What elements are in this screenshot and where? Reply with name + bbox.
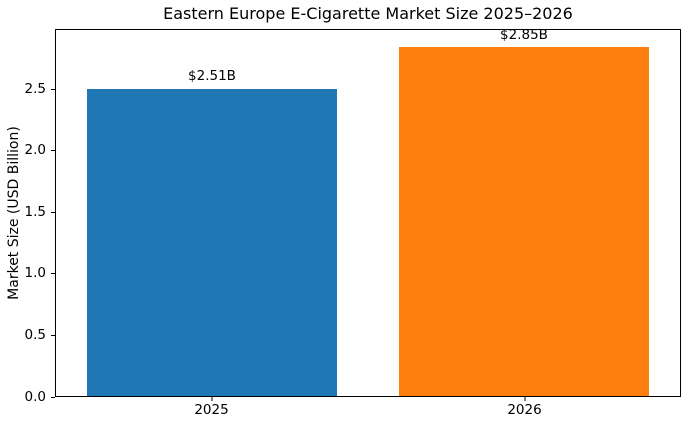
- x-axis: 2025 2026: [55, 397, 681, 427]
- y-tick-label: 2.5: [24, 80, 46, 97]
- x-tick-mark: [211, 397, 212, 401]
- y-tick-label: 1.0: [24, 265, 46, 282]
- bar-2026: [399, 47, 649, 396]
- y-tick-label: 0.5: [24, 326, 46, 343]
- y-tick-label: 2.0: [24, 142, 46, 159]
- y-tick-mark: [51, 273, 55, 275]
- y-tick-mark: [51, 211, 55, 213]
- plot-area: $2.51B $2.85B: [55, 26, 681, 397]
- y-tick-mark: [51, 150, 55, 152]
- y-tick-label: 1.5: [24, 203, 46, 220]
- y-tick-label: 0.0: [24, 388, 46, 405]
- y-axis: 0.0 0.5 1.0 1.5 2.0 2.5: [0, 29, 55, 403]
- chart-title: Eastern Europe E-Cigarette Market Size 2…: [163, 4, 573, 23]
- y-tick-mark: [51, 88, 55, 90]
- bar-2025: [87, 88, 337, 396]
- x-tick-label: 2026: [507, 402, 542, 418]
- x-tick-mark: [524, 397, 525, 401]
- x-tick-label: 2025: [194, 402, 229, 418]
- bar-value-label: $2.85B: [500, 26, 548, 43]
- y-tick-mark: [51, 396, 55, 398]
- bar-value-label: $2.51B: [188, 68, 236, 85]
- y-tick-mark: [51, 334, 55, 336]
